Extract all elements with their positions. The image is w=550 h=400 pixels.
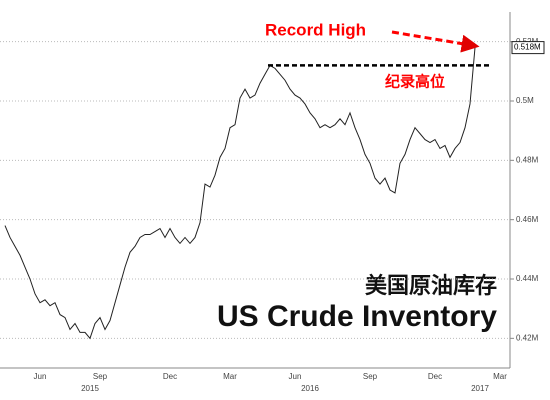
y-tick-label: 0.46M xyxy=(516,215,539,224)
chart-subtitle: 美国原油库存 xyxy=(365,273,497,298)
chart-title: US Crude Inventory xyxy=(217,300,497,333)
x-tick-label: Mar xyxy=(493,372,507,381)
x-tick-label: Jun xyxy=(34,372,47,381)
record-annotation: Record High xyxy=(265,20,366,39)
x-year-label: 2016 xyxy=(301,384,319,393)
record-arrow xyxy=(391,30,480,53)
y-tick-label: 0.48M xyxy=(516,155,539,164)
y-tick-label: 0.44M xyxy=(516,274,539,283)
x-tick-label: Dec xyxy=(428,372,442,381)
last-value-label: 0.518M xyxy=(514,43,541,52)
record-line-label: 纪录高位 xyxy=(385,72,445,90)
x-year-label: 2017 xyxy=(471,384,489,393)
x-tick-label: Mar xyxy=(223,372,237,381)
x-year-label: 2015 xyxy=(81,384,99,393)
x-tick-label: Dec xyxy=(163,372,177,381)
x-tick-label: Sep xyxy=(93,372,108,381)
y-tick-label: 0.42M xyxy=(516,333,539,342)
x-tick-label: Sep xyxy=(363,372,378,381)
last-value-box xyxy=(511,41,545,55)
line xyxy=(4,47,476,340)
y-tick-label: 0.5M xyxy=(516,96,534,105)
x-tick-label: Jun xyxy=(289,372,302,381)
